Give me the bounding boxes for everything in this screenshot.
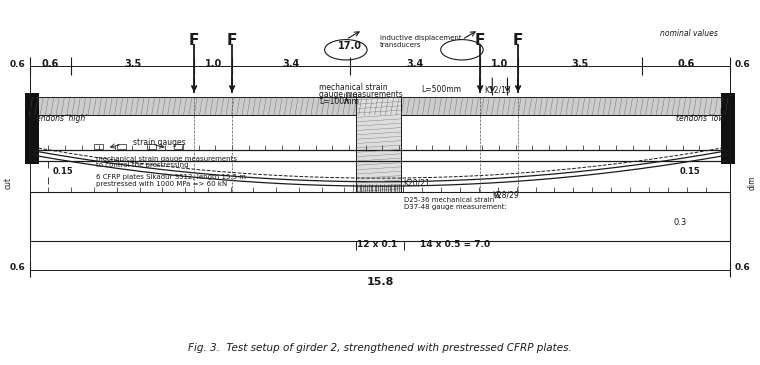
Text: to control the prestressing: to control the prestressing: [96, 162, 188, 168]
Bar: [356, 97, 401, 192]
Bar: [721, 93, 735, 164]
Text: 3.4: 3.4: [407, 59, 423, 69]
Text: F: F: [475, 33, 486, 48]
Text: dim: dim: [747, 175, 756, 190]
Text: 0.15: 0.15: [679, 167, 701, 176]
Text: F: F: [513, 33, 523, 48]
Text: mechanical strain: mechanical strain: [319, 84, 388, 92]
Text: strain gauges: strain gauges: [134, 138, 186, 147]
Bar: [30, 97, 730, 115]
Text: F: F: [227, 33, 237, 48]
Text: 0.15: 0.15: [52, 167, 73, 176]
Text: 17.0: 17.0: [337, 41, 362, 51]
Text: 1.0: 1.0: [204, 59, 222, 69]
Text: 0.6: 0.6: [734, 60, 750, 69]
Text: transducers: transducers: [380, 42, 422, 49]
Text: K12/13: K12/13: [485, 85, 511, 94]
Text: nominal values: nominal values: [660, 29, 717, 38]
Text: L=500mm: L=500mm: [422, 85, 462, 94]
Text: D37-48 gauge measurement:: D37-48 gauge measurement:: [404, 204, 506, 210]
Text: inductive displacement: inductive displacement: [380, 35, 461, 41]
Text: 0.3: 0.3: [673, 218, 686, 227]
Text: 0.6: 0.6: [10, 264, 26, 272]
Text: tendons 'low': tendons 'low': [676, 114, 727, 123]
Text: L=100mm: L=100mm: [319, 97, 359, 105]
Bar: [147, 143, 157, 149]
Text: 0.6: 0.6: [734, 264, 750, 272]
Text: K28/29: K28/29: [492, 191, 519, 200]
Text: 14 x 0.5 = 7.0: 14 x 0.5 = 7.0: [420, 240, 490, 249]
Text: 3.4: 3.4: [282, 59, 299, 69]
Text: prestressed with 1000 MPa => 60 kN: prestressed with 1000 MPa => 60 kN: [96, 181, 226, 187]
Text: F: F: [189, 33, 199, 48]
Text: D25-36 mechanical strain: D25-36 mechanical strain: [404, 197, 494, 203]
Text: 6 CFRP plates Sikadur S512, length 15.5 m: 6 CFRP plates Sikadur S512, length 15.5 …: [96, 174, 245, 180]
Text: 3.5: 3.5: [124, 59, 141, 69]
Bar: [94, 143, 103, 149]
Text: mechanical strain gauge measurements: mechanical strain gauge measurements: [96, 156, 236, 162]
Text: K20/21: K20/21: [404, 178, 430, 187]
Text: 1.0: 1.0: [490, 59, 508, 69]
Text: 12 x 0.1: 12 x 0.1: [357, 240, 397, 249]
Bar: [117, 143, 126, 149]
Text: Fig. 3.  Test setup of girder 2, strengthened with prestressed CFRP plates.: Fig. 3. Test setup of girder 2, strength…: [188, 343, 572, 353]
Text: 3.5: 3.5: [572, 59, 588, 69]
Text: 0.6: 0.6: [10, 60, 26, 69]
Text: tendons 'high': tendons 'high': [33, 114, 87, 123]
Text: cut: cut: [4, 176, 13, 189]
Text: gauge measurements: gauge measurements: [319, 90, 403, 99]
Text: 15.8: 15.8: [366, 277, 394, 288]
Bar: [25, 93, 39, 164]
Bar: [173, 143, 182, 149]
Text: 0.6: 0.6: [677, 59, 695, 69]
Text: 0.6: 0.6: [42, 59, 59, 69]
